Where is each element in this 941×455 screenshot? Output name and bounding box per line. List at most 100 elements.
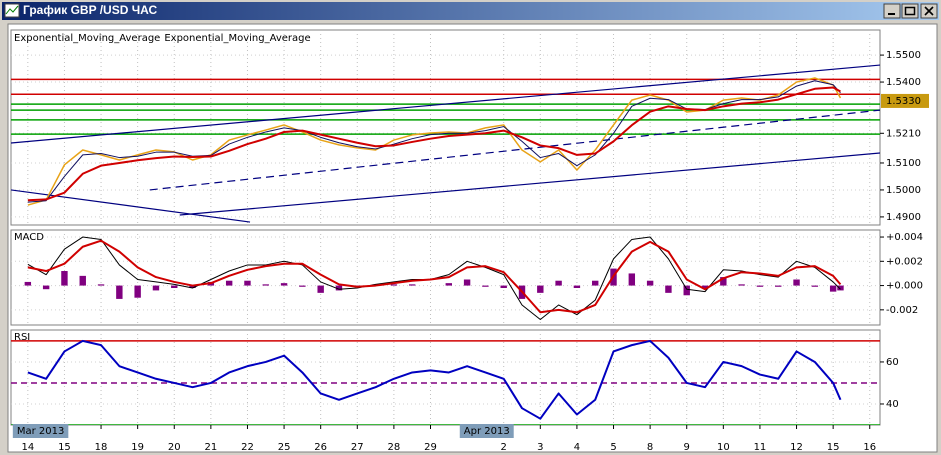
maximize-button[interactable] xyxy=(901,3,919,19)
x-tick-label: 15 xyxy=(58,442,71,453)
histogram-bar xyxy=(171,285,178,288)
x-tick-label: 22 xyxy=(241,442,254,453)
series-line xyxy=(27,239,842,314)
x-tick-label: 5 xyxy=(610,442,616,453)
histogram-bar xyxy=(134,285,141,298)
title-bar xyxy=(2,2,939,20)
y-tick-label: 1.5000 xyxy=(886,185,921,196)
y-tick-label: 60 xyxy=(886,357,899,368)
histogram-bar xyxy=(189,285,196,288)
histogram-bar xyxy=(390,284,398,286)
series-line xyxy=(27,236,841,321)
panel-frame xyxy=(10,29,881,226)
maximize-glyph xyxy=(904,6,916,16)
histogram-bar xyxy=(592,280,599,286)
x-tick-label: 15 xyxy=(827,442,840,453)
trend-line xyxy=(11,64,880,144)
histogram-bar xyxy=(775,285,782,287)
period-label-box xyxy=(459,424,514,438)
histogram-bar xyxy=(837,285,844,291)
y-tick-label: +0.002 xyxy=(886,256,923,267)
panel-title: RSI xyxy=(14,332,30,343)
histogram-bar xyxy=(665,285,672,293)
x-tick-label: 9 xyxy=(684,442,690,453)
x-tick-label: 10 xyxy=(717,442,730,453)
window-title: График GBP /USD ЧАС xyxy=(23,3,157,17)
histogram-bar xyxy=(463,279,471,286)
y-tick-label: 1.4900 xyxy=(886,212,921,223)
close-glyph xyxy=(924,6,934,16)
window-icon-glyph xyxy=(5,5,19,15)
histogram-bar xyxy=(756,285,764,287)
histogram-bar xyxy=(408,284,416,286)
x-tick-label: 14 xyxy=(21,442,34,453)
window-buttons xyxy=(883,3,938,19)
y-tick-label: +0.000 xyxy=(886,281,923,292)
period-label-box xyxy=(12,424,69,438)
histogram-bar xyxy=(280,283,288,286)
histogram-bar xyxy=(24,281,32,286)
legend-entry: Exponential_Moving_Average xyxy=(14,33,160,44)
series-line xyxy=(27,80,841,203)
minimize-button[interactable] xyxy=(883,3,901,19)
panel-plot xyxy=(11,330,880,425)
histogram-bar xyxy=(61,271,68,286)
y-tick-label: 1.5500 xyxy=(886,50,921,61)
x-tick-label: 2 xyxy=(501,442,507,453)
histogram-bar xyxy=(262,284,269,286)
x-tick-label: 11 xyxy=(754,442,767,453)
histogram-bar xyxy=(738,284,745,286)
x-tick-label: 3 xyxy=(537,442,543,453)
x-tick-label: 8 xyxy=(647,442,653,453)
histogram-bar xyxy=(720,277,727,286)
x-tick-label: 27 xyxy=(351,442,364,453)
current-price-box xyxy=(881,93,929,108)
histogram-bar xyxy=(537,285,544,293)
x-tick-label: 29 xyxy=(424,442,437,453)
histogram-bar xyxy=(225,280,233,286)
period-label: Mar 2013 xyxy=(17,426,65,437)
x-tick-label: 20 xyxy=(168,442,181,453)
histogram-bar xyxy=(335,285,343,291)
histogram-bar xyxy=(793,279,800,286)
trend-line xyxy=(149,109,880,191)
histogram-bar xyxy=(555,280,562,286)
panel-title: MACD xyxy=(14,232,44,243)
y-tick-label: 1.5400 xyxy=(886,77,921,88)
histogram-bar xyxy=(317,285,324,293)
histogram-bar xyxy=(683,285,690,296)
histogram-bar xyxy=(500,285,507,288)
x-tick-label: 26 xyxy=(314,442,327,453)
histogram-bar xyxy=(445,283,452,286)
trend-line xyxy=(179,152,880,216)
legend-entry: Exponential_Moving_Average xyxy=(164,33,310,44)
x-tick-label: 16 xyxy=(863,442,876,453)
current-price-label: 1.5330 xyxy=(886,96,921,107)
y-tick-label: 40 xyxy=(886,399,899,410)
histogram-bar xyxy=(79,275,86,286)
histogram-bar xyxy=(628,273,636,286)
histogram-bar xyxy=(97,284,105,286)
x-tick-label: 25 xyxy=(278,442,291,453)
y-tick-label: 1.5100 xyxy=(886,158,921,169)
x-tick-label: 12 xyxy=(790,442,803,453)
histogram-bar xyxy=(244,280,251,286)
panel-plot xyxy=(11,30,880,225)
panel-frame xyxy=(10,329,881,426)
histogram-bar xyxy=(701,285,709,288)
histogram-bar xyxy=(573,285,581,288)
x-tick-label: 28 xyxy=(388,442,401,453)
series-line xyxy=(27,77,842,206)
x-tick-label: 18 xyxy=(95,442,108,453)
panel-plot xyxy=(11,230,880,325)
y-tick-label: +0.004 xyxy=(886,232,923,243)
x-tick-label: 19 xyxy=(131,442,144,453)
x-tick-label: 4 xyxy=(574,442,580,453)
series-line xyxy=(27,86,841,202)
histogram-bar xyxy=(152,285,160,291)
period-label: Apr 2013 xyxy=(464,426,510,437)
histogram-bar xyxy=(482,285,489,287)
histogram-bar xyxy=(829,285,837,292)
histogram-bar xyxy=(42,285,50,290)
